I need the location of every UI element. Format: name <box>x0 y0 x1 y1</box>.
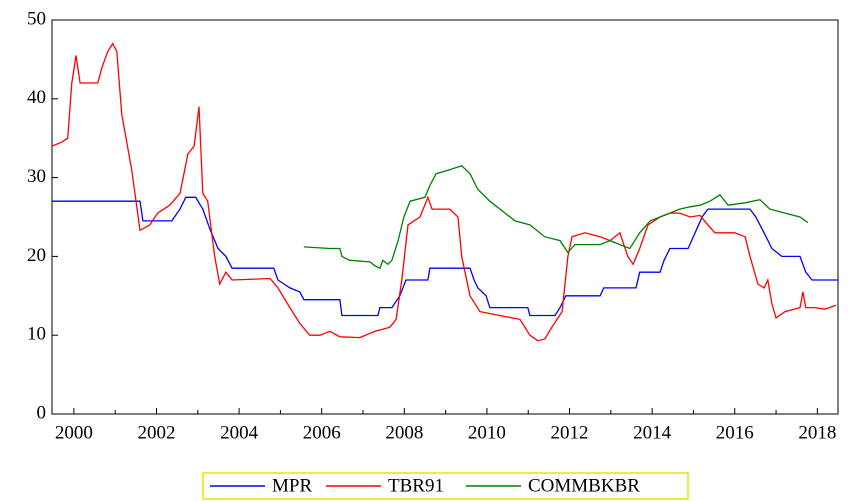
y-tick-label: 20 <box>27 245 46 266</box>
y-tick-label: 0 <box>37 402 47 423</box>
x-tick-label: 2018 <box>798 422 836 443</box>
series-line <box>52 196 838 317</box>
x-tick-label: 2012 <box>551 422 589 443</box>
y-tick-label: 40 <box>27 87 46 108</box>
plot-frame <box>51 19 839 415</box>
legend-label: COMMBKBR <box>528 475 640 496</box>
x-tick-label: 2006 <box>303 422 341 443</box>
legend-box <box>202 472 689 500</box>
x-tick-label: 2008 <box>385 422 423 443</box>
x-tick-label: 2004 <box>220 422 259 443</box>
x-tick-label: 2002 <box>137 422 175 443</box>
series-line <box>303 165 809 270</box>
y-tick-label: 30 <box>27 166 46 187</box>
legend-label: MPR <box>272 475 312 496</box>
y-tick-label: 10 <box>27 324 46 345</box>
x-tick-label: 2016 <box>716 422 754 443</box>
x-tick-label: 2014 <box>633 422 672 443</box>
x-tick-label: 2010 <box>468 422 506 443</box>
series-line <box>51 42 837 342</box>
y-tick-label: 50 <box>27 8 46 29</box>
legend-label: TBR91 <box>388 475 444 496</box>
x-tick-label: 2000 <box>55 422 93 443</box>
